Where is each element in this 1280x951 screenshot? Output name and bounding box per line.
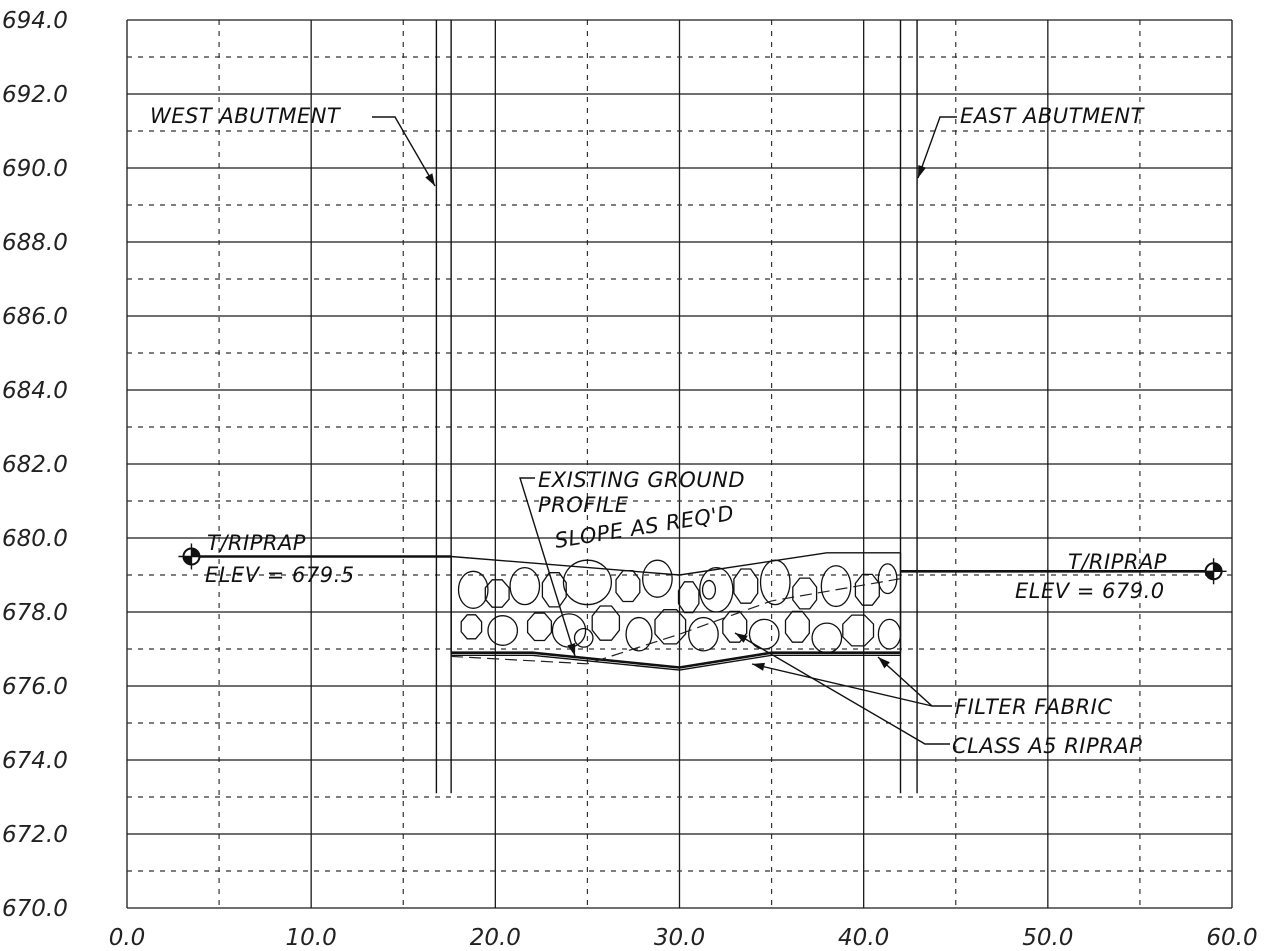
riprap-stone — [677, 581, 700, 614]
riprap-stone — [509, 566, 541, 606]
t-riprap-east-label: T/RIPRAP — [1068, 550, 1167, 574]
riprap-stone — [625, 616, 653, 652]
existing-ground-label-line2: PROFILE — [538, 493, 629, 517]
riprap-stone — [688, 616, 719, 652]
riprap-stone — [733, 568, 759, 604]
existing-ground-leader — [519, 477, 576, 657]
existing-ground-label-line1: EXISTING GROUND — [538, 468, 745, 492]
riprap-stone — [551, 613, 587, 648]
x-tick-label: 60.0 — [1206, 925, 1257, 951]
riprap-stone — [759, 559, 791, 606]
existing-ground-profile — [451, 578, 901, 665]
riprap-stone — [591, 605, 621, 641]
riprap-stone — [460, 614, 483, 640]
riprap-stone — [722, 610, 748, 643]
riprap-stone — [654, 609, 687, 645]
y-tick-label: 680.0 — [2, 526, 68, 552]
riprap-stone — [784, 610, 810, 643]
y-tick-label: 692.0 — [2, 82, 68, 108]
riprap-section — [450, 552, 902, 671]
x-tick-label: 0.0 — [109, 925, 146, 951]
y-tick-label: 686.0 — [2, 304, 68, 330]
riprap-stone — [877, 618, 902, 650]
riprap-stone — [457, 570, 489, 609]
y-tick-label: 684.0 — [2, 378, 68, 404]
riprap-stone — [792, 577, 818, 610]
arrowhead — [425, 173, 435, 186]
riprap-top-surface — [451, 552, 901, 576]
x-tick-label: 30.0 — [654, 925, 705, 951]
y-tick-label: 682.0 — [2, 452, 68, 478]
west-abutment-label: WEST ABUTMENT — [150, 104, 342, 128]
y-tick-label: 674.0 — [2, 748, 68, 774]
filter-fabric-line — [451, 651, 901, 669]
leader-arrows — [372, 116, 957, 745]
y-tick-label: 676.0 — [2, 674, 68, 700]
riprap-stone — [877, 563, 898, 595]
riprap-stone — [562, 559, 613, 606]
class-a5-riprap-label: CLASS A5 RIPRAP — [952, 734, 1142, 758]
filter-fabric-leader-1 — [877, 656, 952, 707]
grid — [126, 19, 1233, 909]
x-tick-label: 50.0 — [1022, 925, 1073, 951]
riprap-stone — [526, 612, 553, 642]
filter-fabric-label: FILTER FABRIC — [955, 695, 1112, 719]
y-tick-label: 678.0 — [2, 600, 68, 626]
riprap-stone — [701, 579, 717, 600]
arrowhead — [878, 657, 890, 669]
riprap-stone — [573, 628, 594, 648]
t-riprap-west-label: T/RIPRAP — [207, 531, 306, 555]
east-abutment-label: EAST ABUTMENT — [960, 104, 1146, 128]
t-riprap-west-elev: ELEV = 679.5 — [205, 563, 355, 587]
x-tick-label: 10.0 — [286, 925, 337, 951]
filter-fabric-leader-2 — [751, 663, 933, 707]
class-a5-riprap-leader — [734, 632, 950, 745]
riprap-stone — [854, 573, 880, 606]
riprap-stone — [820, 565, 852, 608]
arrowhead — [735, 633, 748, 643]
riprap-stone — [699, 566, 734, 613]
x-tick-label: 40.0 — [838, 925, 889, 951]
arrowhead — [752, 662, 765, 671]
riprap-stone — [484, 579, 510, 608]
t-riprap-east-elev: ELEV = 679.0 — [1015, 579, 1165, 603]
axis-tick-labels: 0.0 10.0 20.0 30.0 40.0 50.0 60.0 670.0 672.0 674… — [2, 8, 1258, 951]
y-tick-label: 670.0 — [2, 896, 68, 922]
x-tick-label: 20.0 — [470, 925, 521, 951]
arrowhead — [567, 643, 576, 656]
riprap-stone — [748, 618, 780, 650]
y-tick-label: 688.0 — [2, 230, 68, 256]
arrowhead — [918, 165, 927, 178]
riprap-stone — [487, 615, 519, 646]
east-abutment-leader — [917, 116, 957, 179]
riprap-stone — [842, 614, 875, 647]
elevation-marks — [178, 543, 1227, 585]
riprap-stone — [642, 559, 673, 598]
y-tick-label: 690.0 — [2, 156, 68, 182]
abutment-walls — [435, 20, 918, 794]
west-abutment-leader — [372, 116, 436, 187]
y-tick-label: 672.0 — [2, 822, 68, 848]
y-tick-label: 694.0 — [2, 8, 68, 34]
filter-fabric-underline — [451, 654, 901, 671]
riprap-stone — [811, 622, 843, 654]
riprap-stone — [615, 570, 641, 603]
